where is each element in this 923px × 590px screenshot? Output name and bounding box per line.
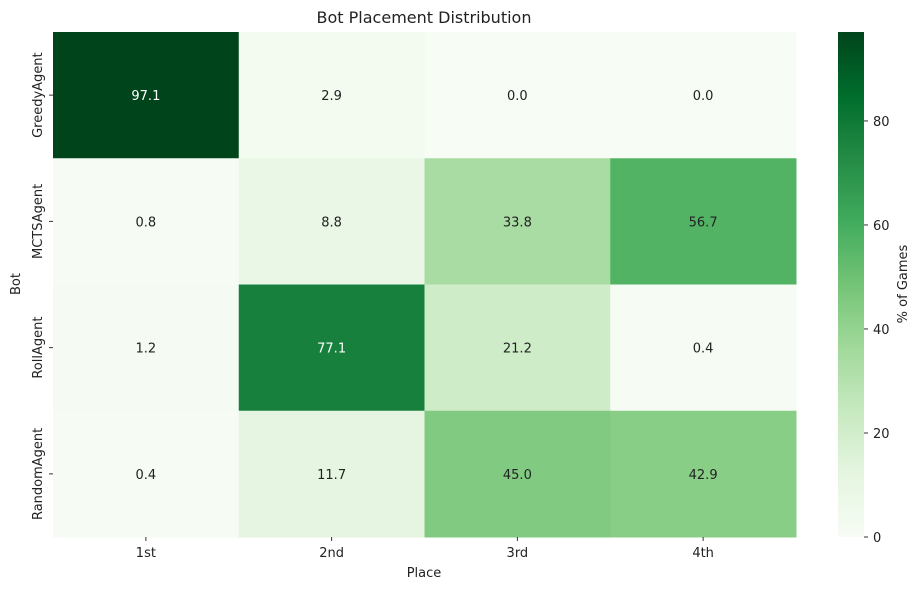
colorbar-tick-label: 80	[873, 115, 890, 130]
colorbar-tick-label: 40	[873, 323, 890, 338]
heatmap-cell	[53, 284, 240, 412]
cell-value-label: 56.7	[689, 215, 718, 230]
cell-value-label: 42.9	[689, 468, 718, 483]
heatmap-cell	[424, 410, 611, 538]
heatmap-cell	[238, 158, 425, 285]
y-tick-label: GreedyAgent	[31, 52, 46, 138]
colorbar-gradient	[838, 32, 864, 537]
heatmap-cell	[610, 284, 797, 412]
x-tick-label: 4th	[692, 546, 714, 561]
heatmap-cell	[53, 32, 240, 159]
colorbar-tick-label: 20	[873, 427, 890, 442]
heatmap-cell	[238, 284, 425, 412]
colorbar-tick-label: 0	[873, 531, 881, 546]
cell-value-label: 0.4	[136, 468, 157, 483]
cell-value-label: 0.0	[507, 89, 528, 104]
cell-value-label: 45.0	[503, 468, 532, 483]
heatmap-cell	[424, 158, 611, 285]
colorbar-label: % of Games	[896, 244, 911, 323]
cell-value-label: 11.7	[317, 468, 346, 483]
cell-value-label: 0.0	[693, 89, 714, 104]
cell-value-label: 33.8	[503, 215, 532, 230]
x-tick-label: 2nd	[319, 546, 344, 561]
chart-title: Bot Placement Distribution	[317, 8, 532, 27]
cell-value-label: 97.1	[131, 89, 160, 104]
y-axis-title: Bot	[9, 273, 24, 295]
cell-value-label: 8.8	[321, 215, 342, 230]
heatmap-cell-labels: 97.1 2.9 0.0 0.0 0.8 8.8 33.8 56.7 1.2 77.1 21.2 0.…	[131, 89, 717, 483]
heatmap-cell	[610, 158, 797, 285]
cell-value-label: 0.4	[693, 342, 714, 357]
x-tick-label: 3rd	[507, 546, 529, 561]
x-axis-ticks: 1st 2nd 3rd 4th	[136, 537, 714, 561]
heatmap-cell	[424, 32, 611, 159]
heatmap-cell	[53, 410, 240, 538]
cell-value-label: 21.2	[503, 342, 532, 357]
y-tick-label: MCTSAgent	[31, 184, 46, 259]
cell-value-label: 0.8	[136, 215, 157, 230]
heatmap-cell	[610, 410, 797, 538]
y-tick-label: RollAgent	[31, 317, 46, 379]
heatmap-cells	[53, 32, 797, 538]
y-axis-ticks: GreedyAgent MCTSAgent RollAgent RandomAgent	[31, 52, 53, 520]
heatmap-cell	[610, 32, 797, 159]
cell-value-label: 2.9	[321, 89, 342, 104]
x-axis-title: Place	[407, 566, 442, 581]
cell-value-label: 77.1	[317, 342, 346, 357]
x-tick-label: 1st	[136, 546, 156, 561]
colorbar-tick-label: 60	[873, 219, 890, 234]
colorbar-ticks: 0 20 40 60 80	[864, 115, 890, 546]
heatmap-cell	[424, 284, 611, 412]
cell-value-label: 1.2	[136, 342, 157, 357]
heatmap-cell	[238, 410, 425, 538]
heatmap-cell	[238, 32, 425, 159]
colorbar: 0 20 40 60 80 % of Games	[838, 32, 911, 546]
heatmap-cell	[53, 158, 240, 285]
y-tick-label: RandomAgent	[31, 428, 46, 520]
